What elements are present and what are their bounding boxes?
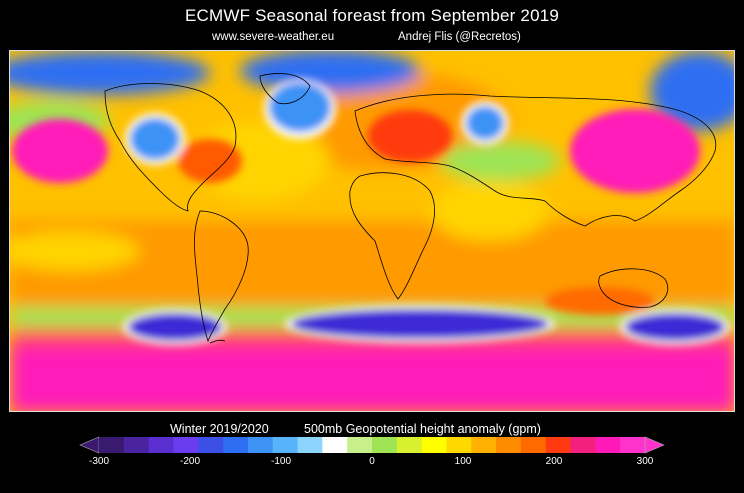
colorbar-segment xyxy=(297,437,323,453)
eurasia-coast xyxy=(354,93,717,227)
colorbar-segment xyxy=(272,437,298,453)
chart-title: ECMWF Seasonal foreast from September 20… xyxy=(184,6,560,25)
colorbar-tick: 300 xyxy=(636,456,654,467)
colorbar-tick: 0 xyxy=(369,456,375,467)
author-label: Andrej Flis (@Recretos) xyxy=(398,31,521,43)
colorbar-segment xyxy=(595,437,621,453)
colorbar-segment xyxy=(446,437,472,453)
colorbar-min-arrow xyxy=(79,436,100,454)
colorbar-segment xyxy=(347,437,373,453)
colorbar-max-arrow xyxy=(644,436,665,454)
africa-coast xyxy=(349,172,435,300)
period-label: Winter 2019/2020 xyxy=(170,422,269,436)
colorbar-segment xyxy=(198,437,224,453)
colorbar-tick: -100 xyxy=(270,456,292,467)
colorbar-segment xyxy=(322,437,348,453)
variable-label: 500mb Geopotential height anomaly (gpm) xyxy=(304,422,541,436)
colorbar-tick: -300 xyxy=(88,456,110,467)
colorbar-segment xyxy=(570,437,596,453)
colorbar-segment xyxy=(545,437,571,453)
colorbar-segment xyxy=(372,437,398,453)
colorbar-tick: 100 xyxy=(454,456,472,467)
colorbar-segment xyxy=(620,437,646,453)
colorbar-segment xyxy=(99,437,125,453)
south-america-coast xyxy=(193,210,249,343)
north-america-coast xyxy=(104,83,237,212)
colorbar-segment xyxy=(148,437,174,453)
pacific-ridge xyxy=(12,119,108,183)
colorbar-segment xyxy=(247,437,274,453)
colorbar-tick: -200 xyxy=(179,456,201,467)
colorbar-segment xyxy=(471,437,497,453)
colorbar-segment xyxy=(123,437,149,453)
anomaly-map xyxy=(9,50,735,412)
colorbar-segment xyxy=(396,437,422,453)
colorbar-segment xyxy=(421,437,447,453)
greenland-coast xyxy=(259,73,311,105)
siberia-ridge xyxy=(570,109,700,193)
coastlines xyxy=(104,73,717,344)
colorbar-segment xyxy=(496,437,522,453)
colorbar xyxy=(78,436,666,454)
colorbar-segment xyxy=(520,437,547,453)
colorbar-tick: 200 xyxy=(545,456,563,467)
colorbar-segment xyxy=(173,437,199,453)
colorbar-segment xyxy=(223,437,249,453)
europe-ridge xyxy=(368,110,452,162)
website-label: www.severe-weather.eu xyxy=(212,31,335,43)
australia-coast xyxy=(598,268,669,308)
